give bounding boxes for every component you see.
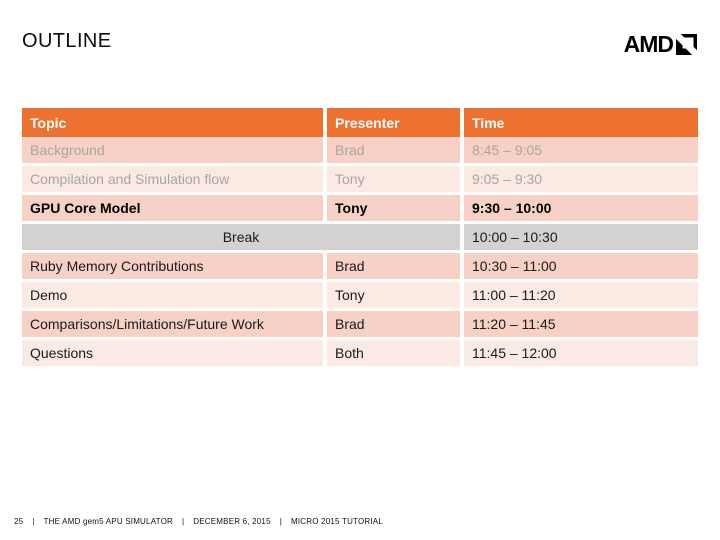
table-row-presenter: Brad (327, 311, 460, 337)
table-row-topic: Background (22, 137, 323, 163)
slide-title: OUTLINE (22, 30, 112, 52)
page-number: 25 (14, 517, 24, 526)
table-row-presenter: Brad (327, 253, 460, 279)
table-row-topic: Questions (22, 340, 323, 366)
table-row-time: 11:00 – 11:20 (464, 282, 698, 308)
column-header-presenter: Presenter (327, 108, 460, 137)
table-row-time: 11:20 – 11:45 (464, 311, 698, 337)
table-row-topic: Comparisons/Limitations/Future Work (22, 311, 323, 337)
footer-separator: | (32, 517, 35, 526)
table-row-presenter: Tony (327, 166, 460, 192)
table-row-time: 10:30 – 11:00 (464, 253, 698, 279)
table-row-presenter: Both (327, 340, 460, 366)
table-row-time: 10:00 – 10:30 (464, 224, 698, 250)
table-row-topic: Compilation and Simulation flow (22, 166, 323, 192)
table-row-topic: GPU Core Model (22, 195, 323, 221)
table-row-presenter: Tony (327, 282, 460, 308)
table-row-time: 11:45 – 12:00 (464, 340, 698, 366)
column-header-topic: Topic (22, 108, 323, 137)
table-row-time: 9:05 – 9:30 (464, 166, 698, 192)
table-row-topic: Ruby Memory Contributions (22, 253, 323, 279)
table-row-time: 9:30 – 10:00 (464, 195, 698, 221)
amd-arrow-icon (676, 34, 697, 55)
footer-event: MICRO 2015 TUTORIAL (291, 517, 383, 526)
table-row-presenter: Brad (327, 137, 460, 163)
table-row-time: 8:45 – 9:05 (464, 137, 698, 163)
table-row-presenter: Tony (327, 195, 460, 221)
footer-separator: | (279, 517, 283, 526)
column-header-time: Time (464, 108, 698, 137)
footer-separator: | (181, 517, 185, 526)
footer-presentation-title: THE AMD gem5 APU SIMULATOR (43, 517, 173, 526)
table-row-topic: Demo (22, 282, 323, 308)
amd-logo: AMD (624, 33, 697, 56)
table-row-break-label: Break (22, 224, 460, 250)
slide-footer: 25 | THE AMD gem5 APU SIMULATOR | DECEMB… (14, 517, 383, 526)
amd-logo-text: AMD (623, 31, 674, 57)
schedule-table: Topic Presenter Time Background Brad 8:4… (22, 108, 698, 366)
footer-date: DECEMBER 6, 2015 (193, 517, 271, 526)
